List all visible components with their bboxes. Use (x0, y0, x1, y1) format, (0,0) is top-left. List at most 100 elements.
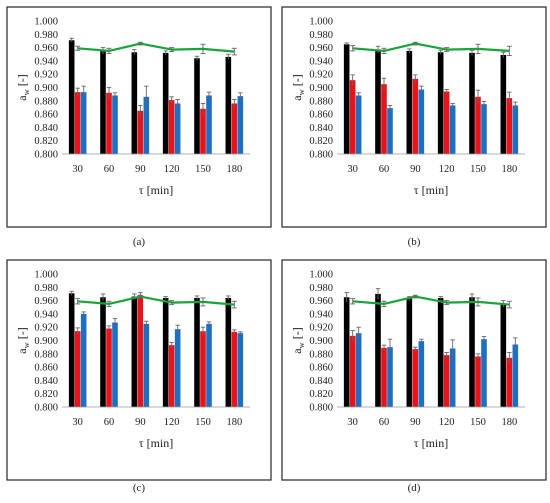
line-series-green (77, 295, 235, 306)
x-tick-label: 60 (379, 164, 390, 175)
bar-blue (80, 92, 87, 154)
x-tick-label: 180 (501, 164, 517, 175)
chart-panel-d: 0.800 0.820 0.840 0.860 0.880 0.900 0.920 0.940… (281, 259, 547, 494)
bar-blue (174, 103, 181, 154)
bar-black (437, 297, 444, 407)
y-tick-label: 0.880 (34, 96, 58, 107)
bar-red (106, 92, 112, 154)
bar-blue (143, 96, 150, 154)
y-tick-label: 0.960 (309, 43, 333, 54)
bar-red (475, 96, 481, 154)
x-axis-title: τ [min] (414, 436, 448, 450)
bar-blue (481, 104, 487, 154)
bar-red (349, 80, 356, 154)
y-tick-label: 0.800 (34, 150, 58, 161)
bar-red (74, 92, 81, 154)
y-axis-title-main: a (290, 95, 304, 101)
y-tick-label: 0.920 (34, 323, 58, 334)
y-axis-title-unit: [-] (15, 327, 29, 342)
x-tick-label: 150 (195, 164, 211, 175)
bar-red (412, 349, 419, 407)
x-tick-label: 60 (104, 164, 115, 175)
bar-red (106, 328, 112, 407)
bar-blue (449, 348, 456, 407)
bar-blue (355, 95, 362, 154)
bar-red (381, 84, 387, 154)
bar-red (137, 110, 144, 154)
bar-blue (237, 333, 244, 407)
bar-black (68, 40, 75, 154)
y-tick-label: 0.880 (34, 349, 58, 360)
x-tick-label: 150 (470, 164, 486, 175)
figure-caption: (c) (133, 482, 146, 494)
x-tick-label: 150 (195, 417, 211, 428)
y-axis-title-main: a (15, 348, 29, 354)
line-series-green (77, 42, 235, 53)
x-tick-label: 150 (470, 417, 486, 428)
bar-red (137, 295, 144, 407)
bar-black (225, 56, 232, 154)
bar-black (469, 52, 475, 154)
bar-red (506, 98, 513, 154)
y-axis-title: aw [-] (15, 74, 31, 100)
bar-red (381, 347, 387, 407)
y-tick-label: 0.920 (34, 70, 58, 81)
bar-blue (206, 95, 212, 154)
y-tick-label: 0.920 (309, 70, 333, 81)
y-tick-label: 0.960 (34, 43, 58, 54)
bar-black (194, 297, 200, 407)
y-axis-title-subscript: w (21, 341, 31, 348)
bar-red (443, 355, 450, 407)
y-axis-title-main: a (15, 95, 29, 101)
y-tick-label: 0.840 (34, 376, 58, 387)
y-tick-label: 0.840 (309, 123, 333, 134)
bar-black (406, 50, 413, 154)
y-axis-title: aw [-] (290, 74, 306, 100)
y-tick-label: 0.860 (309, 363, 333, 374)
bar-black (131, 296, 138, 407)
y-tick-label: 1.000 (34, 17, 58, 28)
y-tick-label: 0.880 (309, 349, 333, 360)
y-tick-label: 0.840 (34, 123, 58, 134)
x-tick-label: 30 (347, 417, 358, 428)
line-series-green (352, 295, 510, 306)
bar-blue (512, 105, 519, 154)
bar-black (437, 52, 444, 154)
bar-blue (143, 323, 150, 407)
y-axis-title-unit: [-] (15, 74, 29, 89)
y-tick-label: 0.900 (34, 83, 58, 94)
y-tick-label: 0.980 (34, 283, 58, 294)
bar-blue (418, 89, 425, 154)
y-tick-label: 1.000 (34, 270, 58, 281)
x-tick-label: 120 (164, 164, 180, 175)
y-tick-label: 0.940 (309, 56, 333, 67)
y-tick-label: 0.800 (309, 150, 333, 161)
bar-blue (80, 313, 87, 407)
bar-black (406, 298, 413, 407)
bar-black (162, 297, 169, 407)
x-tick-label: 30 (72, 164, 83, 175)
x-axis-title: τ [min] (414, 183, 448, 197)
y-tick-label: 0.900 (309, 336, 333, 347)
bar-red (506, 357, 513, 407)
bar-red (412, 78, 419, 154)
bar-red (200, 331, 206, 407)
x-tick-label: 120 (439, 417, 455, 428)
y-axis-title-subscript: w (296, 341, 306, 348)
bar-blue (355, 333, 362, 407)
bar-black (343, 44, 350, 154)
y-tick-label: 0.940 (34, 56, 58, 67)
y-tick-label: 0.900 (309, 83, 333, 94)
y-tick-label: 0.860 (34, 110, 58, 121)
y-axis-title-unit: [-] (290, 74, 304, 89)
chart-panel-a: 0.800 0.820 0.840 0.860 0.880 0.900 0.920 0.940… (6, 6, 272, 248)
y-tick-label: 0.980 (34, 30, 58, 41)
y-tick-label: 0.820 (309, 136, 333, 147)
x-tick-label: 90 (410, 417, 421, 428)
x-tick-label: 120 (164, 417, 180, 428)
bar-black (68, 293, 75, 407)
y-tick-label: 0.820 (309, 389, 333, 400)
bar-black (500, 303, 507, 407)
bar-black (162, 52, 169, 154)
